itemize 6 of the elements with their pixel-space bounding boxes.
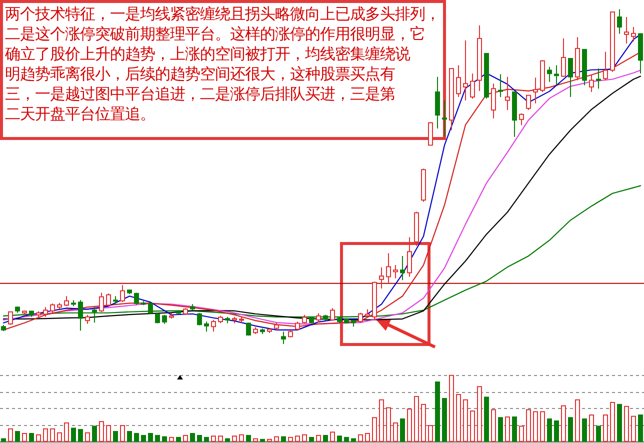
annotation: 二天开盘平台位置追。 [5, 106, 155, 123]
annotation: 三，一是越过图中平台追进，二是涨停后排队买进，三是第 [5, 86, 395, 103]
annotation: 两个技术特征，一是均线紧密缠绕且拐头略微向上已成多头排列， [5, 6, 440, 23]
annotation: 明趋势乖离很小，后续的趋势空间还很大，这种股票买点有 [5, 66, 395, 83]
annotation: 二是这个涨停突破前期整理平台。这样的涨停的作用很明显，它 [5, 26, 425, 43]
annotation: 确立了股价上升的趋势，上涨的空间被打开，均线密集缠绕说 [5, 46, 410, 63]
